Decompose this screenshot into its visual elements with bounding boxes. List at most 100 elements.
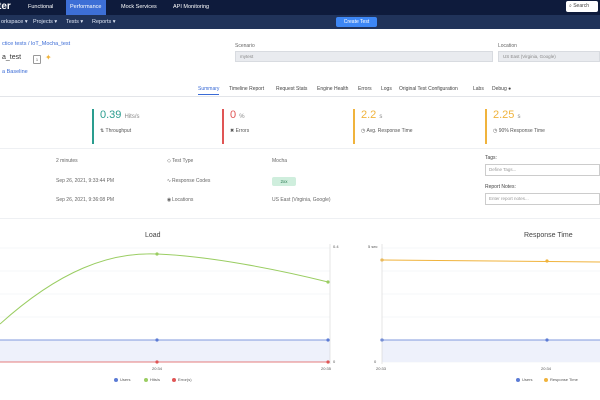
legend-dot [144,377,148,382]
error-icon: ✖ [230,128,235,134]
search-icon: ⌕ [569,3,572,9]
response-y-tick: 0 [374,359,377,364]
clock-icon: ◷ [361,128,366,134]
tab-api-monitoring[interactable]: API Monitoring [173,4,210,10]
tab-request-stats[interactable]: Request Stats [276,86,308,92]
kpi-value: 0.39 [100,109,122,121]
kpi-avg-response-time: 2.2 s ◷ Avg. Response Time [353,109,413,144]
info-icon: ● [508,86,512,92]
tab-debug[interactable]: Debug ● [492,86,511,92]
sub-nav: orkspace ▾ Projects ▾ Tests ▾ Reports ▾ [0,15,600,29]
kpi-label: Errors [235,128,250,134]
legend-users[interactable]: Users [114,377,130,382]
star-icon[interactable]: ✦ [45,53,52,62]
reports-dropdown[interactable]: Reports ▾ [92,19,116,25]
legend-users-response[interactable]: Users [516,377,532,382]
projects-dropdown[interactable]: Projects ▾ [33,19,58,25]
users-point [545,338,549,342]
tab-labs[interactable]: Labs [473,86,484,92]
legend-label: Response Time [550,377,578,382]
legend-label: Users [120,377,131,382]
users-point [326,338,330,342]
search-input[interactable]: ⌕ Search [566,1,598,12]
workspace-dropdown[interactable]: orkspace ▾ [1,19,28,25]
legend-label: Users [522,377,533,382]
section-divider [0,218,600,219]
legend-hits[interactable]: Hits/s [144,377,160,382]
tab-timeline-report[interactable]: Timeline Report [229,86,265,92]
baseline-link[interactable]: a Baseline [2,69,28,75]
errors-point [326,360,330,364]
kpi-unit: s [517,114,521,120]
tab-logs[interactable]: Logs [381,86,392,92]
clock-icon: ◷ [493,128,498,134]
start-time-value: Sep 26, 2021, 9:33:44 PM [56,178,115,184]
scenario-label: Scenario [235,43,255,49]
locations-value: US East (Virginia, Google) [272,197,331,203]
end-time-value: Sep 26, 2021, 9:36:08 PM [56,197,115,203]
response-codes-label: ∿Response Codes [166,178,210,184]
legend-label: Error(s) [178,377,192,382]
legend-response-time[interactable]: Response Time [544,377,578,382]
tab-summary[interactable]: Summary [198,86,220,95]
tab-engine-health[interactable]: Engine Health [317,86,349,92]
response-x-tick: 20:33 [376,366,387,371]
kpi-unit: s [379,114,383,120]
location-label: Location [498,43,517,49]
kpi-errors: 0 % ✖ Errors [222,109,249,144]
kpi-label: Throughput [105,128,132,134]
tabs-divider [0,96,600,97]
tab-functional[interactable]: Functional [28,4,54,10]
users-point [155,338,159,342]
tags-label: Tags: [485,155,497,161]
tab-debug-label: Debug [492,86,507,92]
create-test-button[interactable]: Create Test [336,17,377,27]
section-divider [0,148,600,149]
response-y-tick: 5 sec [368,244,378,249]
breadcrumb[interactable]: ctice tests / loT_Mocha_test [2,41,71,47]
load-y-tick: 0 [333,359,336,364]
tab-original-test-configuration[interactable]: Original Test Configuration [399,86,458,92]
throughput-icon: ⇅ [100,128,105,134]
kpi-unit: % [239,114,245,120]
response-code-badge: 2xx [272,177,296,186]
response-x-tick: 20:34 [541,366,552,371]
kpi-value: 2.25 [493,109,515,121]
kpi-90-response-time: 2.25 s ◷ 90% Response Time [485,109,545,144]
response-codes-label-text: Response Codes [172,178,211,184]
legend-errors[interactable]: Error(s) [172,377,192,382]
kpi-value: 0 [230,109,237,121]
errors-point [155,360,159,364]
load-x-tick: 20:34 [152,366,163,371]
test-name: a_test [2,54,22,61]
locations-label-text: Locations [172,197,194,203]
tests-dropdown[interactable]: Tests ▾ [66,19,84,25]
tab-performance[interactable]: Performance [66,0,106,15]
legend-label: Hits/s [150,377,160,382]
load-hits-line [0,253,329,325]
test-type-label: ◇Test Type [166,158,193,164]
kpi-throughput: 0.39 Hits/s ⇅ Throughput [92,109,139,144]
scenario-select[interactable]: mytest [235,51,493,62]
report-notes-label: Report Notes: [485,184,516,190]
legend-dot [172,377,176,382]
duration-value: 2 minutes [56,158,78,164]
response-point [545,259,549,263]
hits-point [326,280,330,284]
load-chart-title: Load [145,232,161,239]
edit-icon[interactable]: 1 [33,55,41,64]
brand-logo: ter [0,1,11,12]
tab-errors[interactable]: Errors [358,86,372,92]
hits-point [155,252,159,256]
test-type-label-text: Test Type [172,158,194,164]
response-time-line [381,259,600,263]
load-x-tick: 20:35 [321,366,332,371]
tab-mock-services[interactable]: Mock Services [121,4,157,10]
kpi-label: Avg. Response Time [366,128,413,134]
legend-dot [544,377,548,382]
response-chart-title: Response Time [524,232,573,239]
kpi-unit: Hits/s [124,114,140,120]
test-type-value: Mocha [272,158,288,164]
pulse-icon: ∿ [166,178,172,184]
